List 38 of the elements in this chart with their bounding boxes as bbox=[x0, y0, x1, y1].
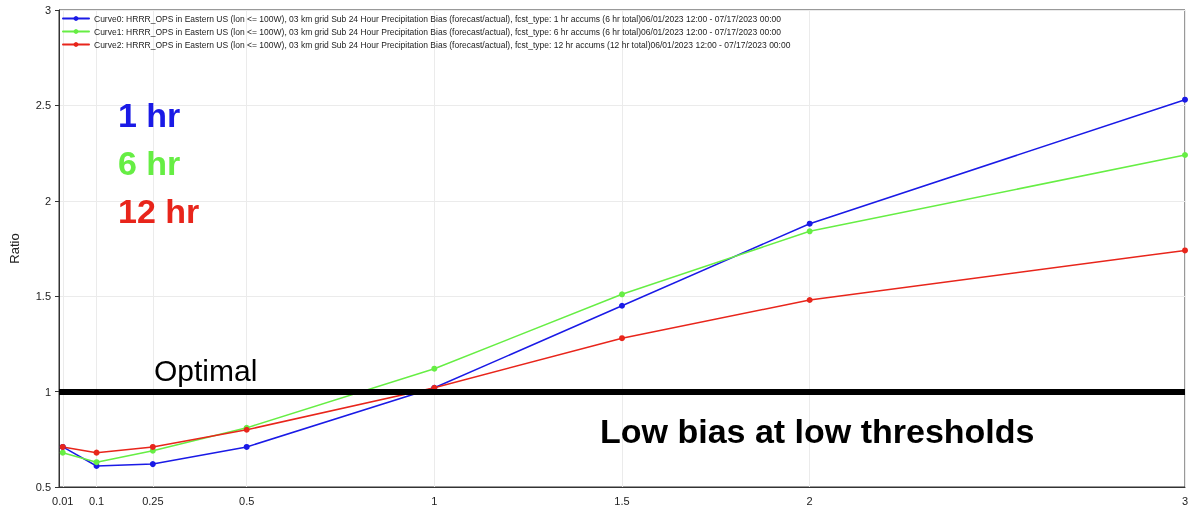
point bbox=[1182, 96, 1188, 103]
point bbox=[149, 461, 156, 468]
y-tick-label: 1.5 bbox=[35, 290, 51, 303]
legend-label: Curve2: HRRR_OPS in Eastern US (lon <= 100W), 03 km grid Sub 24 Hour Precipitation Bias (forecast/actual), fcst_type: 12 hr accums (12 hr total)06/01/2023 12:00 - 07/17/2023 00:00 bbox=[94, 39, 791, 50]
point bbox=[619, 335, 625, 342]
y-axis-title: Ratio bbox=[7, 233, 22, 264]
x-tick-label: 0.1 bbox=[88, 494, 105, 507]
point bbox=[93, 459, 100, 466]
point bbox=[806, 220, 813, 227]
annotation: 12 hr bbox=[118, 192, 200, 230]
x-tick-label: 0.01 bbox=[52, 494, 74, 507]
y-tick-label: 3 bbox=[44, 4, 51, 16]
x-tick-label: 0.25 bbox=[142, 494, 164, 507]
legend-label: Curve0: HRRR_OPS in Eastern US (lon <= 100W), 03 km grid Sub 24 Hour Precipitation Bias (forecast/actual), fcst_type: 1 hr accums (6 hr total)06/01/2023 12:00 - 07/17/2023 00:00 bbox=[94, 13, 782, 24]
annotation: 6 hr bbox=[118, 144, 181, 182]
point bbox=[1182, 247, 1188, 254]
y-tick-label: 0.5 bbox=[35, 481, 51, 493]
y-tick-label: 2 bbox=[44, 194, 51, 207]
point bbox=[243, 443, 250, 450]
annotation: Low bias at low thresholds bbox=[600, 412, 1035, 450]
y-tick-label: 1 bbox=[44, 385, 51, 398]
x-tick-label: 1.5 bbox=[614, 494, 630, 507]
x-tick-label: 3 bbox=[1181, 494, 1189, 507]
ref-line-label: Optimal bbox=[154, 354, 258, 388]
point bbox=[806, 228, 813, 235]
point bbox=[619, 302, 625, 309]
x-tick-label: 2 bbox=[806, 494, 813, 507]
point bbox=[431, 365, 438, 372]
point bbox=[619, 291, 625, 298]
point bbox=[59, 449, 66, 456]
x-tick-label: 0.5 bbox=[239, 494, 255, 507]
point bbox=[1182, 152, 1188, 159]
y-tick-label: 2.5 bbox=[35, 99, 51, 112]
annotation: 1 hr bbox=[118, 96, 181, 134]
point bbox=[149, 443, 156, 450]
point bbox=[806, 297, 813, 304]
legend-label: Curve1: HRRR_OPS in Eastern US (lon <= 100W), 03 km grid Sub 24 Hour Precipitation Bias (forecast/actual), fcst_type: 6 hr accums (6 hr total)06/01/2023 12:00 - 07/17/2023 00:00 bbox=[94, 26, 782, 37]
x-tick-label: 1 bbox=[431, 494, 438, 507]
